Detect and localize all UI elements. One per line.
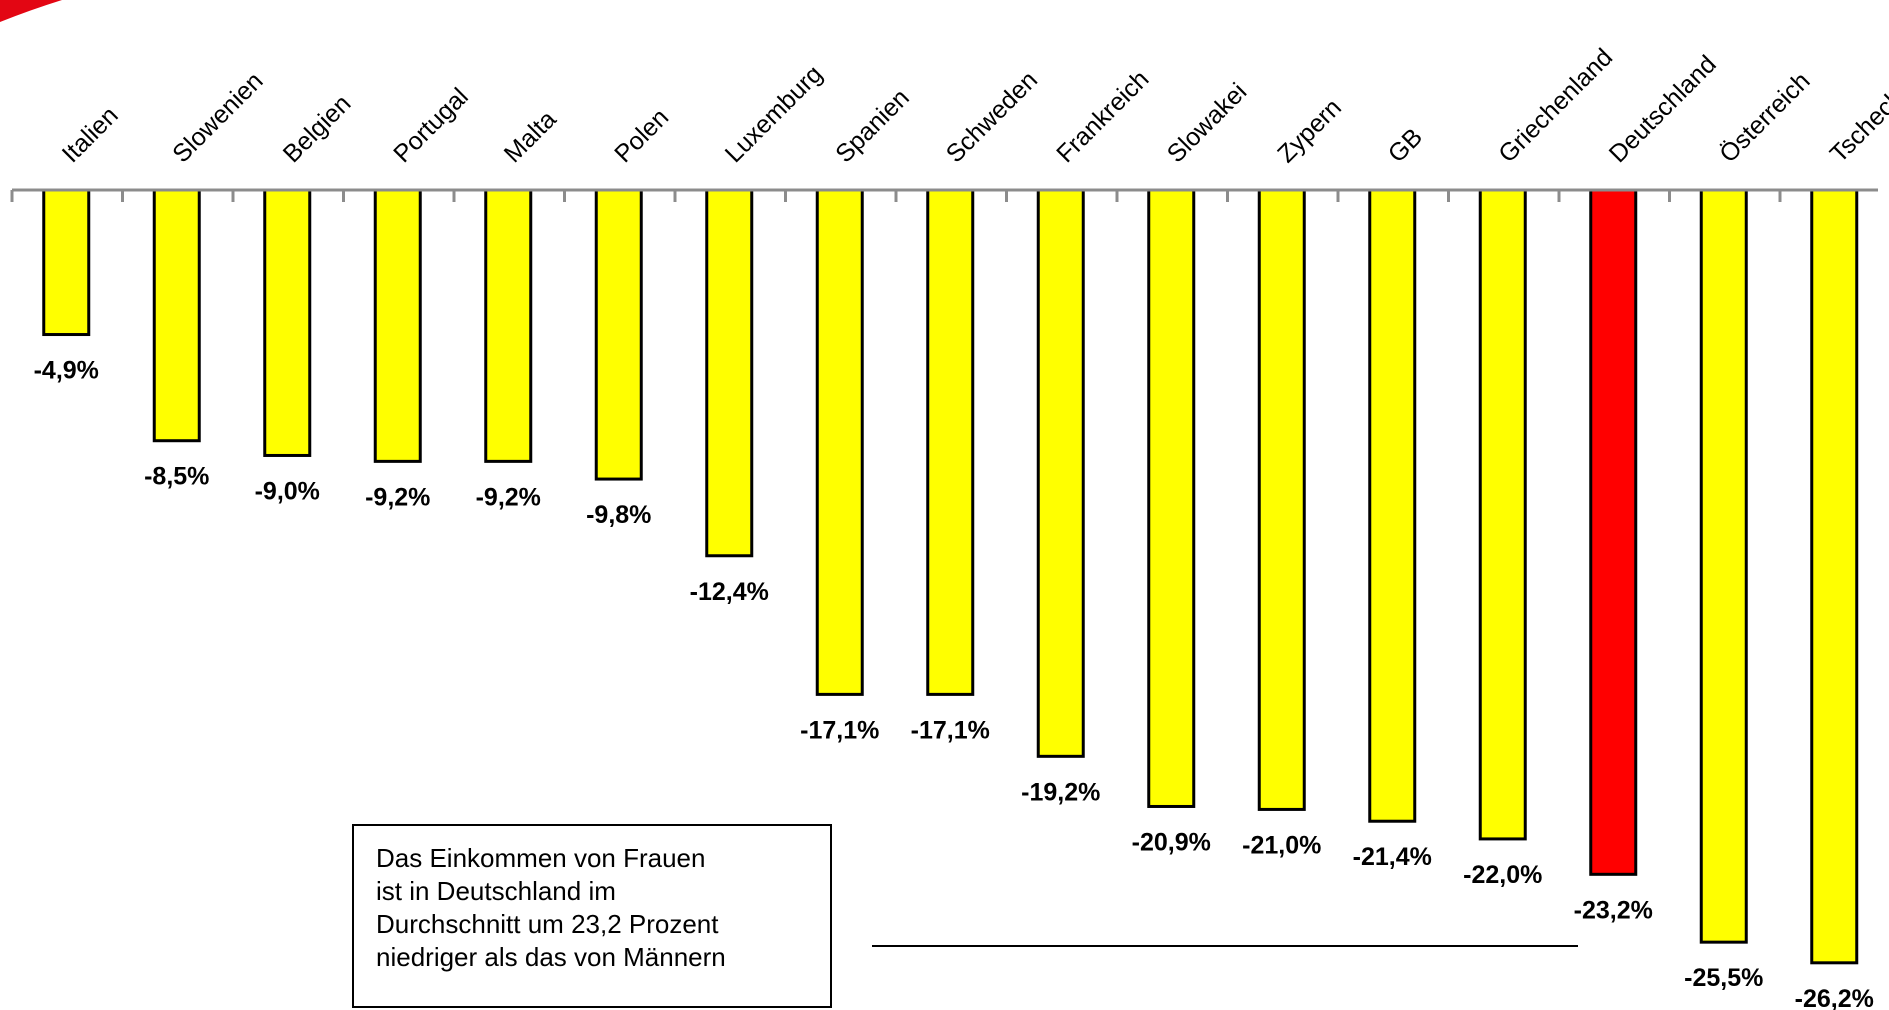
bar-zypern <box>1257 188 1306 811</box>
category-label: Polen <box>609 103 674 168</box>
bar-malta <box>484 188 533 463</box>
bar-portugal <box>373 188 422 463</box>
category-label: Zypern <box>1272 93 1347 168</box>
category-label: GB <box>1383 123 1428 168</box>
category-label: Slowenien <box>167 67 268 168</box>
bar-frankreich <box>1036 188 1085 758</box>
data-label: -19,2% <box>1021 778 1100 806</box>
data-label: -17,1% <box>800 716 879 744</box>
annotation-line-3: Durchschnitt um 23,2 Prozent <box>376 909 719 939</box>
data-label: -12,4% <box>690 578 769 606</box>
data-label: -22,0% <box>1463 861 1542 889</box>
data-label: -9,0% <box>255 477 320 505</box>
data-label: -25,5% <box>1684 964 1763 992</box>
category-label: Malta <box>499 105 562 168</box>
category-label: Österreich <box>1714 67 1815 168</box>
data-label: -21,0% <box>1242 831 1321 859</box>
category-label: Spanien <box>830 84 915 169</box>
category-label: Tschechien <box>1825 60 1889 168</box>
category-label: Deutschland <box>1604 50 1722 168</box>
corner-decoration <box>0 0 62 22</box>
annotation-line-2: ist in Deutschland im <box>376 876 616 906</box>
category-label: Griechenland <box>1493 43 1618 168</box>
data-label: -9,2% <box>476 483 541 511</box>
bar-belgien <box>263 188 312 457</box>
bar-slowakei <box>1147 188 1196 808</box>
data-label: -8,5% <box>144 463 209 491</box>
data-label: -9,8% <box>586 501 651 529</box>
data-label: -17,1% <box>911 716 990 744</box>
bar-italien <box>42 188 91 337</box>
category-label: Slowakei <box>1162 78 1253 169</box>
annotation-line-4: niedriger als das von Männern <box>376 942 726 972</box>
data-label: -4,9% <box>34 357 99 385</box>
data-label: -26,2% <box>1795 985 1874 1010</box>
bar-slowenien <box>152 188 201 443</box>
category-label: Frankreich <box>1051 65 1154 168</box>
bar-österreich <box>1699 188 1748 944</box>
annotation-line-1: Das Einkommen von Frauen <box>376 843 706 873</box>
category-label: Portugal <box>388 83 474 169</box>
category-label: Italien <box>57 101 124 168</box>
bar-schweden <box>926 188 975 696</box>
bar-spanien <box>815 188 864 696</box>
data-label: -9,2% <box>365 483 430 511</box>
bar-polen <box>594 188 643 481</box>
data-label: -21,4% <box>1353 843 1432 871</box>
bar-tschechien <box>1810 188 1859 965</box>
category-label: Schweden <box>941 66 1043 168</box>
data-label: -20,9% <box>1132 828 1211 856</box>
bar-griechenland <box>1478 188 1527 841</box>
category-label: Luxemburg <box>720 60 828 168</box>
data-label: -23,2% <box>1574 896 1653 924</box>
annotation-box: Das Einkommen von Frauen ist in Deutschl… <box>352 824 832 1008</box>
bar-gb <box>1368 188 1417 823</box>
category-label: Belgien <box>278 89 357 168</box>
bar-luxemburg <box>705 188 754 558</box>
bar-deutschland <box>1589 188 1638 876</box>
